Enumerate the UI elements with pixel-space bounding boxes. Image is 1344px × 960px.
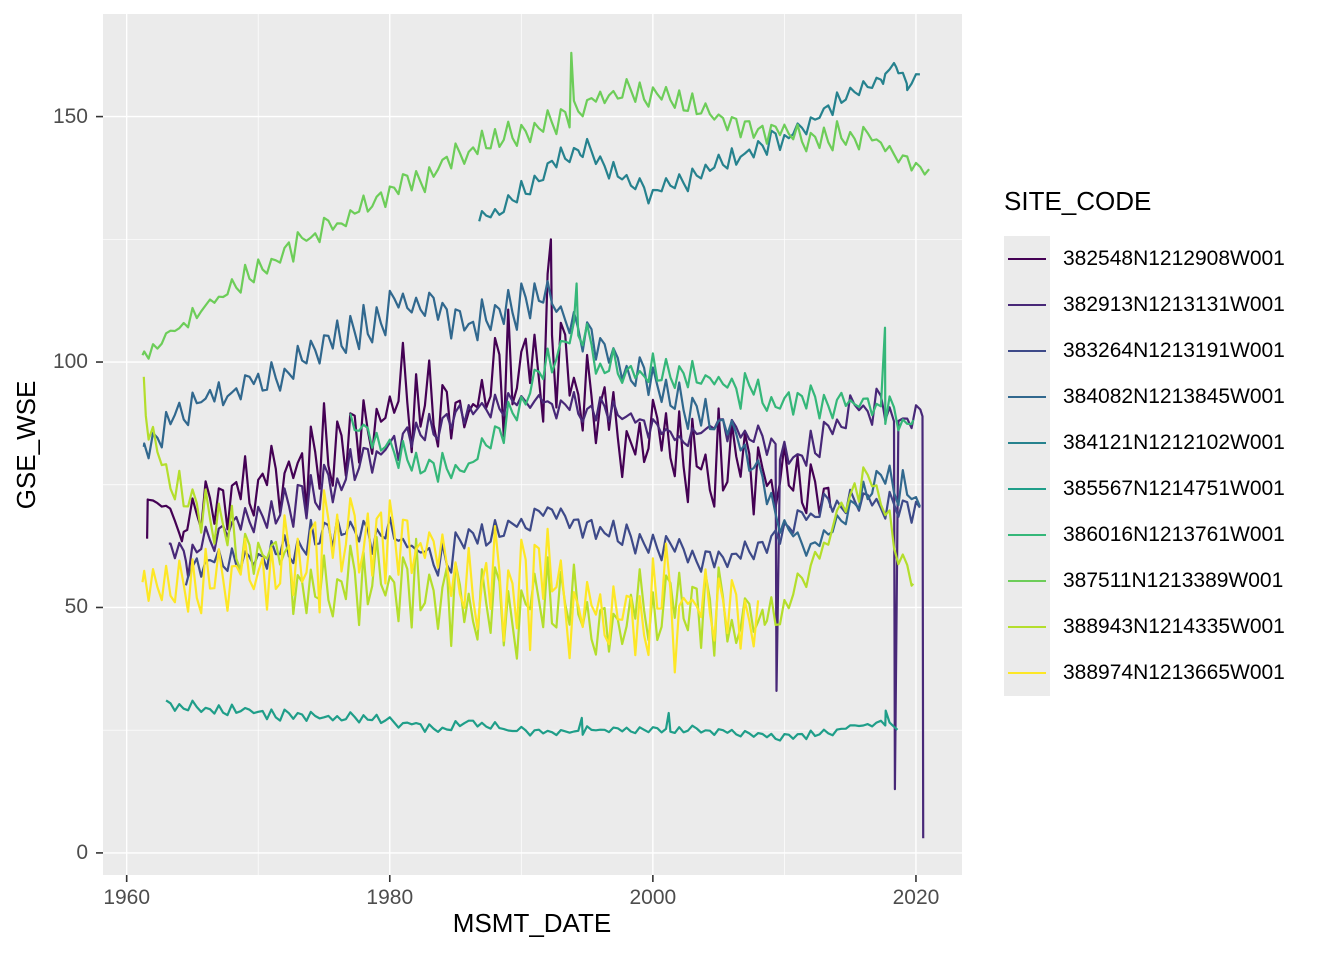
series-line-384082N1213845W001 bbox=[142, 280, 921, 557]
legend-key bbox=[1004, 650, 1050, 696]
series-line-383264N1213191W001 bbox=[184, 488, 921, 586]
legend-key-line-icon bbox=[1008, 671, 1046, 675]
x-tick-label: 1980 bbox=[366, 886, 414, 909]
y-tick-label: 150 bbox=[52, 104, 88, 128]
legend-key bbox=[1004, 604, 1050, 650]
x-tick-label: 2020 bbox=[892, 886, 940, 909]
legend-item-label: 388974N1213665W001 bbox=[1063, 661, 1285, 684]
legend-key bbox=[1004, 282, 1050, 328]
series-line-386016N1213761W001 bbox=[349, 282, 915, 483]
x-axis-title: MSMT_DATE bbox=[452, 908, 612, 938]
series-line-384121N1212102W001 bbox=[478, 61, 920, 222]
legend-key bbox=[1004, 512, 1050, 558]
legend-key-line-icon bbox=[1008, 579, 1046, 583]
legend-key bbox=[1004, 374, 1050, 420]
series-line-382913N1213131W001 bbox=[168, 387, 925, 839]
legend-key-line-icon bbox=[1008, 395, 1046, 399]
y-tick-label: 100 bbox=[52, 350, 88, 374]
legend-item-label: 385567N1214751W001 bbox=[1063, 477, 1285, 500]
legend-title: SITE_CODE bbox=[1004, 186, 1152, 216]
legend-item-label: 384121N1212102W001 bbox=[1063, 431, 1285, 454]
series-line-382548N1212908W001 bbox=[146, 238, 832, 543]
legend-key-line-icon bbox=[1008, 349, 1046, 353]
legend-key-line-icon bbox=[1008, 487, 1046, 491]
legend-item-label: 383264N1213191W001 bbox=[1063, 339, 1285, 362]
legend-key bbox=[1004, 328, 1050, 374]
legend-labels: 382548N1212908W001 382913N1213131W001 3832… bbox=[1063, 236, 1285, 696]
y-axis-title: GSE_WSE bbox=[11, 380, 41, 510]
y-tick-label: 50 bbox=[64, 595, 88, 619]
series-line-388974N1213665W001 bbox=[141, 489, 760, 674]
legend-item-label: 387511N1213389W001 bbox=[1063, 569, 1284, 592]
legend-item-label: 386016N1213761W001 bbox=[1063, 523, 1285, 546]
legend-key-line-icon bbox=[1008, 533, 1046, 537]
legend-item-label: 382913N1213131W001 bbox=[1063, 293, 1285, 316]
legend-key-line-icon bbox=[1008, 303, 1046, 307]
legend-item-label: 388943N1214335W001 bbox=[1063, 615, 1285, 638]
legend-key bbox=[1004, 420, 1050, 466]
legend-item-label: 384082N1213845W001 bbox=[1063, 385, 1285, 408]
y-tick-label: 0 bbox=[76, 840, 88, 864]
x-tick-label: 1960 bbox=[103, 886, 151, 909]
legend-key bbox=[1004, 558, 1050, 604]
legend-key-line-icon bbox=[1008, 625, 1046, 629]
series-line-385567N1214751W001 bbox=[165, 699, 899, 742]
legend-key-line-icon bbox=[1008, 441, 1046, 445]
series-line-387511N1213389W001 bbox=[141, 51, 930, 360]
legend-item-label: 382548N1212908W001 bbox=[1063, 247, 1285, 270]
legend-keys bbox=[1004, 236, 1050, 696]
x-tick-label: 2000 bbox=[629, 886, 677, 909]
legend-key-line-icon bbox=[1008, 257, 1046, 261]
legend-key bbox=[1004, 466, 1050, 512]
legend-key bbox=[1004, 236, 1050, 282]
